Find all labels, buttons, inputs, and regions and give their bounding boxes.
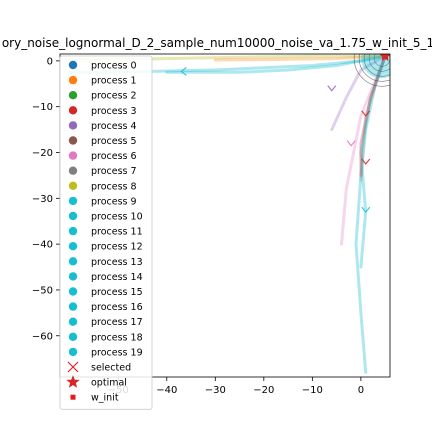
legend-marker-3 bbox=[68, 106, 78, 115]
y-tick-label-5: −50 bbox=[32, 285, 53, 296]
x-tick-label-4: −10 bbox=[302, 385, 323, 396]
legend-marker-13 bbox=[68, 257, 78, 266]
legend: process 0 process 1 process 2 process 3 proc… bbox=[59, 55, 153, 410]
x-tick-label-5: 0 bbox=[358, 385, 364, 396]
legend-label-2: process 2 bbox=[91, 91, 137, 102]
legend-box bbox=[59, 55, 153, 410]
legend-marker-10 bbox=[68, 211, 78, 221]
legend-label-1: process 1 bbox=[91, 76, 137, 87]
legend-label-11: process 11 bbox=[91, 227, 143, 238]
legend-label-6: process 6 bbox=[91, 151, 137, 162]
legend-label-3: process 3 bbox=[91, 106, 137, 117]
contour-ring-4 bbox=[353, 54, 390, 87]
legend-label-0: process 0 bbox=[91, 61, 137, 72]
legend-marker-15 bbox=[68, 287, 78, 296]
legend-label-13: process 13 bbox=[91, 257, 143, 268]
legend-marker-0 bbox=[68, 60, 78, 70]
legend-label-16: process 16 bbox=[91, 302, 143, 313]
legend-marker-5 bbox=[68, 136, 78, 145]
legend-label-14: process 14 bbox=[91, 272, 143, 283]
marker-layer bbox=[180, 54, 390, 214]
legend-label-22: w_init bbox=[91, 393, 119, 404]
legend-label-15: process 15 bbox=[91, 287, 143, 298]
y-tick-label-0: 0 bbox=[47, 56, 53, 67]
legend-marker-18 bbox=[68, 332, 78, 341]
legend-marker-14 bbox=[68, 272, 78, 281]
trajectory-arrow-5 bbox=[361, 206, 371, 214]
legend-marker-8 bbox=[68, 181, 78, 190]
trajectory-line-6 bbox=[359, 54, 387, 177]
legend-label-18: process 18 bbox=[91, 332, 143, 343]
legend-label-20: selected bbox=[91, 363, 131, 374]
legend-marker-6 bbox=[68, 151, 78, 160]
legend-marker-7 bbox=[68, 166, 78, 175]
legend-marker-17 bbox=[68, 317, 78, 326]
legend-marker-22 bbox=[70, 394, 76, 400]
y-tick-label-4: −40 bbox=[32, 240, 53, 251]
legend-label-19: process 19 bbox=[91, 347, 143, 358]
legend-marker-16 bbox=[68, 302, 78, 311]
trajectory-line-9 bbox=[213, 54, 387, 62]
legend-label-9: process 9 bbox=[91, 196, 137, 207]
contour-ring-2 bbox=[363, 54, 390, 77]
trajectory-line-4 bbox=[340, 54, 387, 246]
x-tick-label-2: −30 bbox=[205, 385, 226, 396]
legend-marker-19 bbox=[68, 347, 78, 357]
trajectory-line-2 bbox=[354, 54, 387, 374]
legend-marker-2 bbox=[68, 91, 78, 100]
legend-label-21: optimal bbox=[91, 378, 127, 389]
legend-label-8: process 8 bbox=[91, 181, 137, 192]
legend-label-4: process 4 bbox=[91, 121, 137, 132]
legend-marker-1 bbox=[68, 75, 78, 85]
trajectory-arrow-2 bbox=[346, 140, 356, 147]
x-tick-label-1: −40 bbox=[156, 385, 177, 396]
optimal-marker bbox=[379, 54, 390, 62]
trajectory-line-3 bbox=[359, 54, 387, 269]
trajectory-arrow-4 bbox=[361, 158, 371, 165]
y-tick-label-2: −20 bbox=[32, 148, 53, 159]
legend-label-12: process 12 bbox=[91, 242, 143, 253]
contour-ring-1 bbox=[368, 54, 390, 72]
trajectory-arrow-3 bbox=[361, 110, 371, 117]
legend-marker-12 bbox=[68, 242, 78, 251]
legend-marker-4 bbox=[68, 121, 78, 130]
trajectory-arrow-1 bbox=[327, 85, 337, 92]
x-tick-label-3: −20 bbox=[253, 385, 274, 396]
legend-label-10: process 10 bbox=[91, 212, 143, 223]
trajectory-layer bbox=[68, 54, 387, 374]
legend-label-7: process 7 bbox=[91, 166, 137, 177]
contour-ring-3 bbox=[358, 54, 390, 82]
legend-marker-9 bbox=[68, 196, 78, 206]
trajectory-line-5 bbox=[330, 54, 387, 132]
legend-label-5: process 5 bbox=[91, 136, 137, 147]
legend-label-17: process 17 bbox=[91, 317, 143, 328]
trajectory-line-8 bbox=[165, 54, 387, 74]
y-tick-label-6: −60 bbox=[32, 331, 53, 342]
contour-ring-0 bbox=[373, 54, 390, 67]
legend-marker-20 bbox=[67, 361, 79, 373]
chart-title: ory_noise_lognormal_D_2_sample_num10000_… bbox=[2, 36, 432, 50]
y-tick-label-1: −10 bbox=[32, 102, 53, 113]
legend-marker-21 bbox=[66, 375, 80, 388]
y-tick-label-3: −30 bbox=[32, 194, 53, 205]
trajectory-arrow-0 bbox=[180, 66, 187, 76]
legend-marker-11 bbox=[68, 226, 78, 236]
